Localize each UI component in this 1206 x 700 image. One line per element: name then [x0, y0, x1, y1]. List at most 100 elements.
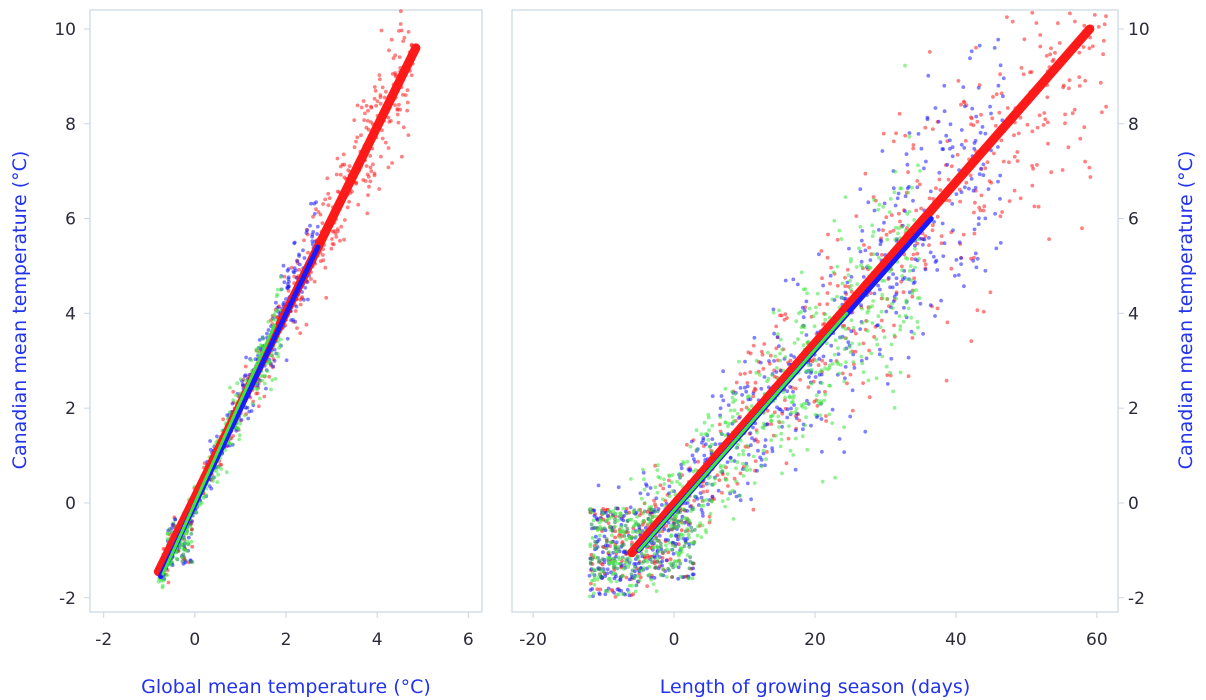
blue-scatter-point [801, 315, 806, 320]
blue-scatter-point [940, 221, 945, 226]
green-scatter-point [655, 468, 660, 472]
green-scatter-point [819, 368, 824, 372]
green-scatter-point [787, 394, 792, 399]
green-scatter-point [727, 421, 731, 426]
green-scatter-point [732, 420, 737, 424]
green-scatter-point [712, 481, 717, 486]
green-scatter-point [901, 319, 906, 324]
green-scatter-point [188, 560, 193, 564]
blue-scatter-point [922, 166, 926, 171]
green-scatter-point [745, 464, 749, 469]
blue-scatter-point [306, 297, 310, 302]
blue-scatter-point [849, 329, 854, 334]
blue-scatter-point [989, 111, 993, 116]
green-scatter-point [189, 539, 194, 544]
blue-scatter-point [657, 533, 662, 538]
red-scatter-point [825, 255, 830, 260]
green-scatter-point [755, 430, 759, 435]
red-scatter-point [717, 422, 722, 427]
red-scatter-point [881, 131, 886, 136]
red-scatter-point [991, 95, 995, 99]
green-scatter-point [870, 321, 875, 325]
green-scatter-point [609, 515, 614, 519]
red-scatter-point [753, 386, 757, 391]
green-scatter-point [593, 568, 598, 573]
blue-scatter-point [240, 382, 245, 387]
red-scatter-point [1012, 133, 1016, 138]
green-scatter-point [265, 369, 270, 373]
blue-scatter-point [972, 227, 977, 232]
green-scatter-point [595, 577, 600, 582]
green-scatter-point [612, 511, 617, 516]
green-scatter-point [621, 566, 626, 571]
green-scatter-point [216, 464, 221, 469]
blue-scatter-point [721, 369, 725, 374]
red-scatter-point [1047, 237, 1051, 242]
green-scatter-point [878, 325, 883, 330]
blue-scatter-point [590, 587, 595, 591]
green-scatter-point [609, 540, 614, 545]
green-scatter-point [865, 329, 870, 333]
blue-scatter-point [713, 442, 718, 447]
green-scatter-point [607, 556, 612, 561]
blue-scatter-point [863, 429, 868, 434]
blue-scatter-point [281, 302, 285, 307]
blue-scatter-point [666, 528, 671, 533]
green-scatter-point [872, 252, 876, 257]
red-scatter-point [734, 380, 739, 385]
y-tick-label: -2 [1128, 589, 1145, 609]
red-scatter-point [334, 235, 339, 239]
blue-scatter-point [690, 453, 695, 458]
blue-scatter-point [891, 272, 895, 276]
blue-scatter-point [763, 444, 767, 449]
blue-scatter-point [792, 355, 797, 359]
blue-scatter-point [690, 529, 694, 533]
green-scatter-point [893, 169, 898, 174]
red-scatter-point [738, 471, 743, 476]
green-scatter-point [769, 438, 774, 443]
green-scatter-point [701, 498, 706, 503]
red-scatter-point [262, 394, 267, 399]
red-scatter-point [969, 116, 974, 121]
green-scatter-point [842, 425, 846, 430]
green-scatter-point [779, 437, 784, 442]
blue-scatter-point [674, 542, 678, 546]
blue-scatter-point [864, 356, 869, 361]
blue-scatter-point [186, 535, 191, 540]
green-scatter-point [237, 437, 242, 442]
blue-scatter-point [944, 133, 949, 138]
red-scatter-point [972, 231, 977, 236]
blue-scatter-point [686, 467, 691, 472]
green-scatter-point [626, 590, 631, 595]
red-scatter-point [405, 108, 410, 113]
green-scatter-point [915, 320, 920, 324]
green-scatter-point [161, 578, 166, 583]
green-scatter-point [851, 360, 856, 364]
green-scatter-point [776, 414, 781, 419]
green-scatter-point [670, 489, 674, 494]
red-scatter-point [821, 322, 825, 327]
red-scatter-point [372, 173, 377, 178]
green-scatter-point [880, 278, 884, 283]
red-scatter-point [1007, 199, 1012, 204]
red-scatter-point [994, 92, 999, 97]
green-scatter-point [602, 526, 607, 531]
red-scatter-point [1044, 54, 1049, 58]
green-scatter-point [667, 474, 672, 478]
blue-scatter-point [689, 525, 694, 530]
red-scatter-point [402, 35, 407, 40]
blue-scatter-point [928, 303, 933, 308]
blue-scatter-point [674, 533, 678, 538]
green-scatter-point [180, 559, 185, 564]
red-scatter-point [1030, 10, 1035, 15]
red-scatter-point [962, 100, 967, 105]
red-scatter-point [1015, 150, 1020, 154]
green-scatter-point [273, 376, 278, 381]
green-scatter-point [761, 448, 766, 453]
red-scatter-point [1053, 50, 1057, 55]
red-scatter-point [753, 459, 758, 463]
red-scatter-point [391, 56, 396, 61]
blue-scatter-point [911, 268, 916, 273]
green-scatter-point [600, 512, 605, 516]
green-scatter-point [279, 275, 283, 279]
